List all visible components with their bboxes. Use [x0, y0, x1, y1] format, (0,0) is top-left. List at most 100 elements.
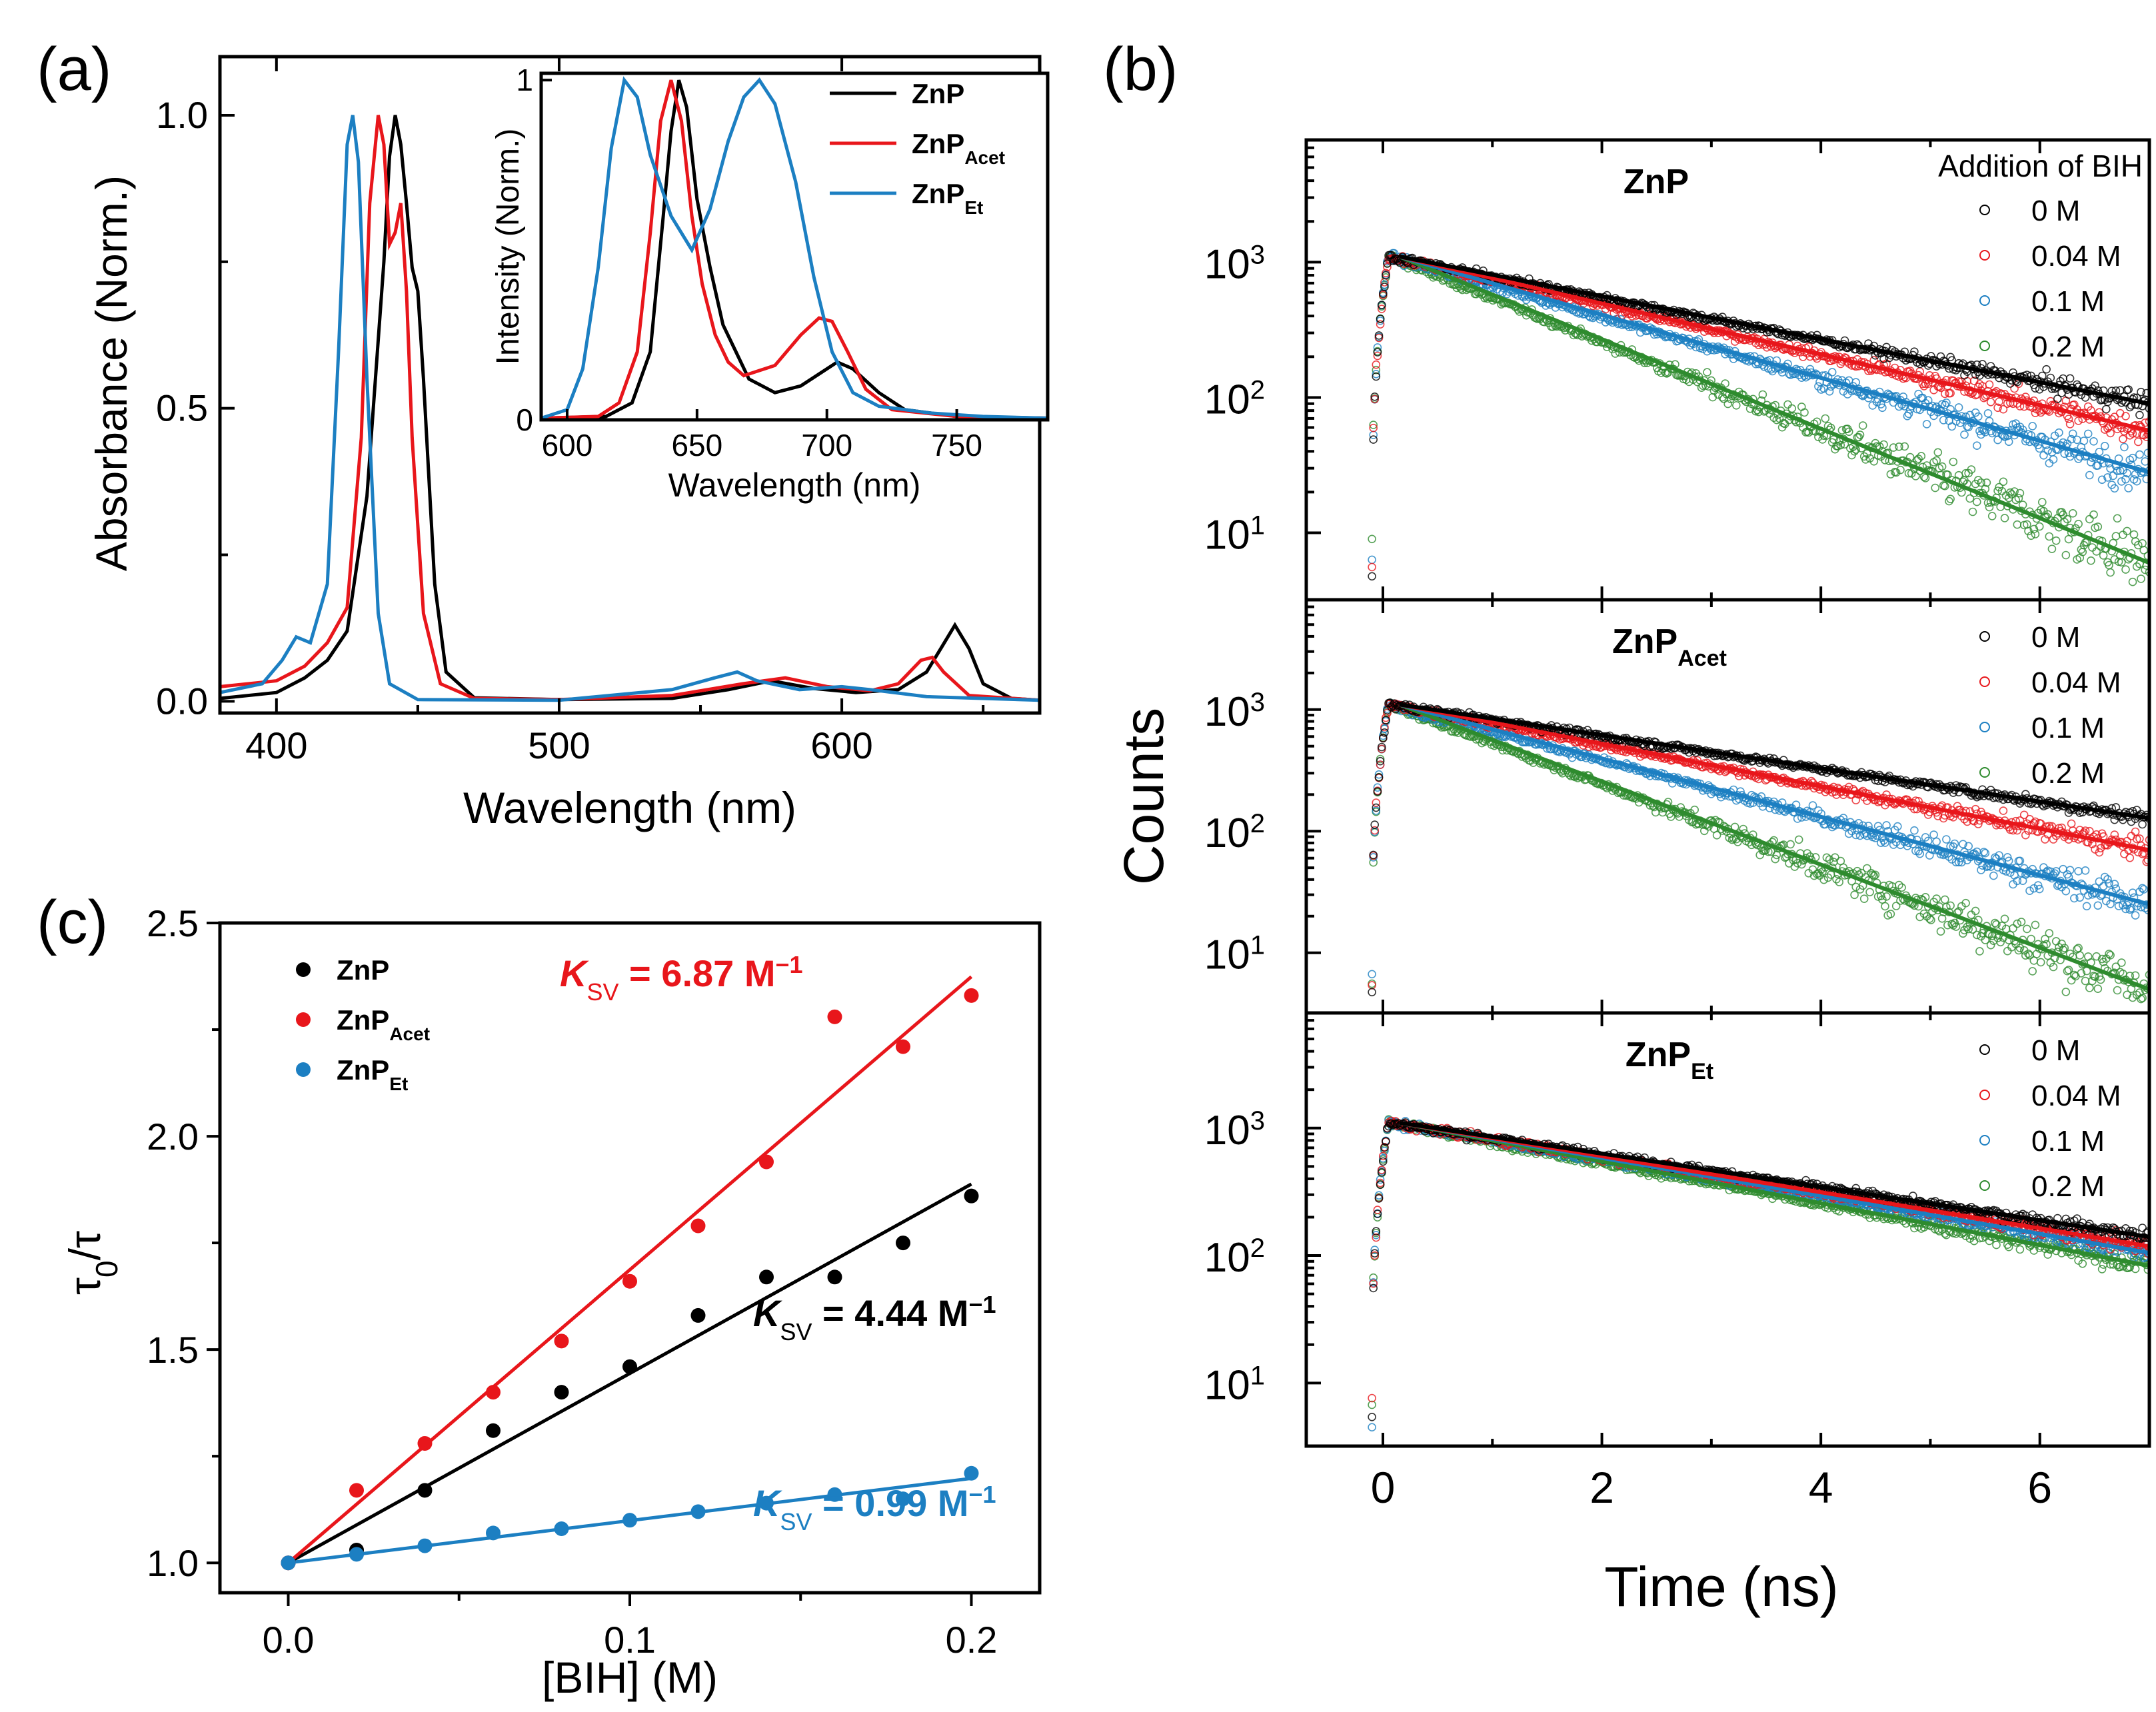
decay-point: [2046, 373, 2055, 383]
decay-point: [1991, 918, 1999, 928]
decay-point: [1373, 348, 1382, 357]
decay-point: [1960, 430, 1969, 439]
decay-point: [1925, 914, 1934, 923]
decay-point: [1861, 455, 1870, 464]
decay-point: [2091, 845, 2099, 854]
decay-point: [2065, 866, 2075, 874]
decay-point: [1808, 865, 1817, 874]
decay-point: [1727, 835, 1737, 844]
decay-point: [2081, 976, 2090, 986]
decay-point: [1825, 855, 1834, 864]
decay-point: [1941, 389, 1949, 399]
decay-point: [1946, 494, 1955, 504]
decay-point: [1380, 280, 1389, 289]
decay-point: [2015, 856, 2025, 866]
decay-point: [1369, 423, 1378, 432]
decay-point: [1983, 409, 1993, 418]
decay-point: [2088, 543, 2097, 552]
decay-point: [1377, 305, 1386, 313]
decay-point: [2006, 488, 2015, 497]
decay-point: [2060, 944, 2069, 952]
decay-point: [2121, 565, 2130, 574]
decay-point: [2060, 518, 2069, 526]
decay-point: [1823, 873, 1833, 882]
decay-point: [1904, 468, 1913, 478]
decay-point: [1946, 901, 1955, 910]
decay-point: [1869, 872, 1879, 880]
decay-point: [2031, 409, 2040, 418]
decay-point: [2087, 458, 2095, 466]
decay-point: [1376, 320, 1385, 329]
fit-line-01M: [1398, 255, 2149, 474]
decay-point: [1869, 456, 1879, 466]
decay-point: [1997, 922, 2007, 930]
decay-point: [1374, 770, 1384, 779]
decay-point: [2009, 826, 2017, 835]
decay-point: [2063, 514, 2072, 524]
decay-point: [2135, 450, 2144, 459]
decay-point: [1376, 756, 1385, 766]
decay-point: [2003, 946, 2012, 956]
decay-point: [2102, 405, 2111, 414]
decay-point: [1368, 1400, 1376, 1409]
decay-point: [1999, 405, 2008, 414]
decay-point: [2142, 857, 2149, 866]
decay-point: [1886, 470, 1895, 479]
decay-point: [2010, 487, 2019, 496]
decay-point: [1858, 421, 1867, 430]
decay-point: [1382, 271, 1390, 280]
decay-point: [2007, 490, 2016, 499]
decay-point: [2077, 969, 2086, 978]
decay-point: [2021, 830, 2030, 840]
decay-point: [1851, 830, 1860, 840]
decay-point: [2138, 538, 2147, 548]
decay-point: [2045, 929, 2054, 938]
decay-point: [1712, 831, 1721, 840]
decay-point: [2089, 510, 2098, 519]
decay-point: [1873, 822, 1883, 830]
decay-point: [2138, 884, 2147, 893]
decay-point: [2075, 826, 2084, 834]
decay-point: [1793, 814, 1802, 823]
decay-point: [1879, 355, 1888, 363]
decay-point: [1911, 472, 1920, 480]
decay-point: [2085, 826, 2094, 836]
decay-point: [1910, 347, 1919, 357]
decay-point: [1370, 820, 1379, 829]
decay-point: [1921, 893, 1930, 902]
absorbance-line-znp: [220, 115, 1040, 702]
decay-point: [2035, 385, 2044, 394]
decay-point: [1379, 734, 1388, 743]
decay-point: [2138, 820, 2147, 829]
decay-point: [2129, 530, 2139, 539]
decay-point: [2029, 884, 2039, 893]
decay-point: [1913, 456, 1921, 465]
decay-point: [1996, 938, 2005, 947]
decay-point: [2137, 994, 2145, 1004]
decay-point: [2085, 470, 2094, 480]
decay-point: [2061, 886, 2071, 896]
decay-point: [1897, 883, 1906, 892]
decay-point: [1964, 842, 1973, 851]
decay-point: [1368, 534, 1376, 544]
decay-point: [1865, 888, 1874, 896]
decay-point: [2081, 826, 2090, 835]
decay-point: [2042, 940, 2051, 949]
decay-point: [1821, 414, 1830, 423]
decay-point: [2127, 904, 2136, 913]
decay-point: [1931, 483, 1939, 492]
decay-point: [1827, 368, 1837, 377]
decay-point: [1889, 443, 1898, 452]
fit-line-02M: [1398, 255, 2149, 565]
decay-point: [1919, 472, 1929, 481]
decay-point: [2041, 934, 2049, 944]
decay-point: [2009, 924, 2017, 933]
decay-point: [1896, 465, 1905, 474]
decay-point: [1999, 477, 2008, 486]
decay-point: [1374, 773, 1384, 782]
decay-point: [1382, 269, 1390, 278]
panel-b-plot: [1368, 249, 2149, 1431]
decay-point: [1703, 368, 1711, 377]
decay-point: [1987, 512, 1997, 520]
